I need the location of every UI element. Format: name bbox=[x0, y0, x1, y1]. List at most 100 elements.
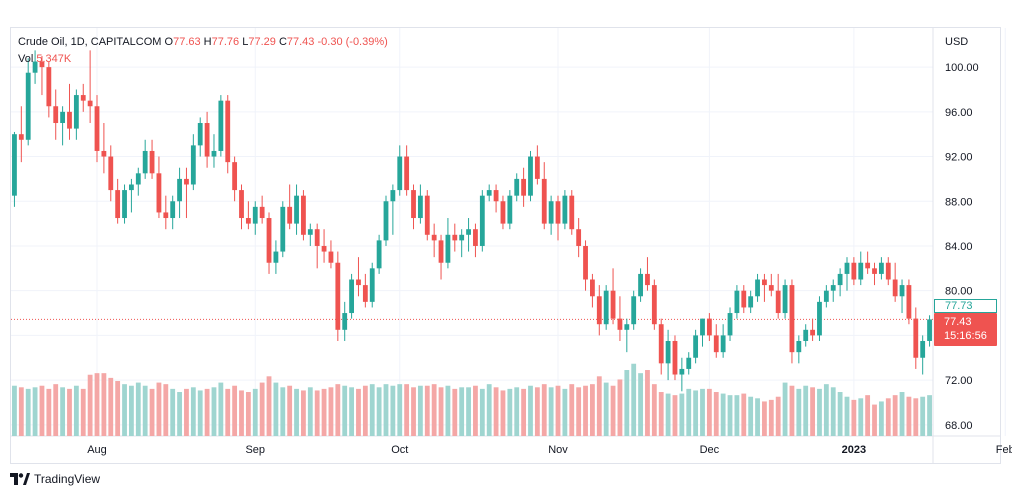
volume-bar bbox=[129, 385, 134, 436]
candle-body bbox=[473, 229, 478, 246]
candle-body bbox=[252, 206, 258, 224]
volume-bar bbox=[390, 385, 396, 436]
legend-high-label: H bbox=[203, 36, 212, 48]
volume-bar bbox=[25, 388, 31, 436]
candle-body bbox=[459, 234, 465, 241]
candle-body bbox=[878, 262, 884, 274]
volume-bar bbox=[878, 401, 884, 436]
volume-bar bbox=[583, 385, 588, 436]
x-tick-label: Feb bbox=[996, 444, 1012, 456]
y-tick-label: 92.00 bbox=[945, 152, 973, 164]
volume-bar bbox=[700, 388, 705, 436]
candle-body bbox=[356, 279, 361, 286]
volume-bar bbox=[142, 385, 148, 436]
candle-body bbox=[328, 251, 334, 263]
volume-bar bbox=[190, 387, 196, 436]
volume-bar bbox=[610, 385, 616, 436]
volume-bar bbox=[493, 387, 499, 436]
volume-bar bbox=[810, 387, 815, 436]
legend-symbol[interactable]: Crude Oil, 1D, CAPITALCOM bbox=[18, 36, 162, 48]
candle-body bbox=[273, 251, 279, 263]
candle-body bbox=[452, 234, 458, 241]
volume-bar bbox=[576, 387, 582, 436]
bar-countdown: 15:16:56 bbox=[944, 330, 987, 342]
candle-body bbox=[204, 123, 210, 157]
legend-open-value: 77.63 bbox=[173, 36, 201, 48]
candle-body bbox=[376, 240, 382, 269]
volume-bar bbox=[555, 385, 561, 436]
candle-body bbox=[844, 262, 850, 274]
candle-body bbox=[679, 368, 685, 375]
candle-body bbox=[142, 150, 148, 174]
volume-bar bbox=[177, 392, 182, 436]
candle-body bbox=[239, 190, 244, 219]
volume-bar bbox=[335, 384, 341, 436]
volume-bar bbox=[356, 388, 361, 436]
volume-bar bbox=[844, 396, 850, 436]
candle-body bbox=[528, 156, 533, 196]
x-tick-label: Oct bbox=[391, 444, 408, 456]
volume-bar bbox=[658, 392, 664, 436]
candle-body bbox=[294, 195, 299, 224]
volume-bar bbox=[706, 388, 712, 436]
legend-ohlc-row: Crude Oil, 1D, CAPITALCOM O77.63 H77.76 … bbox=[18, 34, 388, 51]
y-tick-label: 84.00 bbox=[945, 241, 973, 253]
candle-body bbox=[25, 72, 31, 140]
candle-body bbox=[287, 206, 293, 224]
volume-bar bbox=[803, 385, 809, 436]
volume-bar bbox=[768, 399, 774, 436]
volume-bar bbox=[830, 387, 836, 436]
legend-high-value: 77.76 bbox=[211, 36, 240, 48]
volume-bar bbox=[411, 387, 416, 436]
candle-body bbox=[466, 229, 471, 235]
footer-brand[interactable]: TradingView bbox=[10, 472, 100, 486]
footer-brand-text: TradingView bbox=[34, 472, 101, 486]
volume-bar bbox=[376, 387, 382, 436]
candle-body bbox=[197, 123, 203, 146]
volume-bar bbox=[46, 388, 52, 436]
candle-body bbox=[507, 195, 513, 224]
x-tick-label: Aug bbox=[87, 444, 107, 456]
volume-bar bbox=[486, 384, 492, 436]
candle-body bbox=[590, 279, 595, 297]
volume-bar bbox=[424, 385, 430, 436]
candle-body bbox=[383, 201, 389, 241]
volume-bar bbox=[417, 385, 423, 436]
volume-bar bbox=[672, 395, 678, 436]
candle-body bbox=[569, 195, 575, 230]
candle-body bbox=[314, 229, 320, 246]
volume-bar bbox=[920, 396, 926, 436]
volume-bar bbox=[314, 390, 320, 436]
volume-bar bbox=[782, 382, 788, 436]
candle-body bbox=[60, 111, 66, 124]
candle-body bbox=[706, 318, 712, 336]
candle-body bbox=[651, 285, 657, 325]
candle-body bbox=[872, 268, 877, 274]
x-tick-label: Sep bbox=[245, 444, 265, 456]
candle-body bbox=[190, 145, 196, 185]
volume-bar bbox=[927, 395, 932, 436]
candle-body bbox=[390, 190, 396, 202]
volume-bar bbox=[865, 395, 871, 436]
volume-bar bbox=[287, 385, 293, 436]
volume-bar bbox=[775, 396, 781, 436]
candle-body bbox=[177, 178, 182, 202]
volume-bar bbox=[885, 398, 891, 436]
candle-body bbox=[486, 190, 492, 196]
volume-bar bbox=[872, 404, 877, 436]
candle-body bbox=[32, 61, 38, 73]
candle-body bbox=[115, 190, 121, 219]
legend-open-label: O bbox=[164, 36, 174, 48]
volume-bar bbox=[349, 387, 354, 436]
volume-bar bbox=[534, 387, 540, 436]
candle-body bbox=[562, 195, 568, 224]
volume-bar bbox=[851, 399, 857, 436]
candle-body bbox=[920, 340, 926, 358]
volume-bar bbox=[87, 374, 93, 436]
candle-body bbox=[417, 195, 423, 219]
candle-body bbox=[865, 262, 871, 269]
candle-body bbox=[603, 290, 609, 325]
candle-body bbox=[727, 313, 733, 336]
candle-body bbox=[741, 290, 747, 308]
